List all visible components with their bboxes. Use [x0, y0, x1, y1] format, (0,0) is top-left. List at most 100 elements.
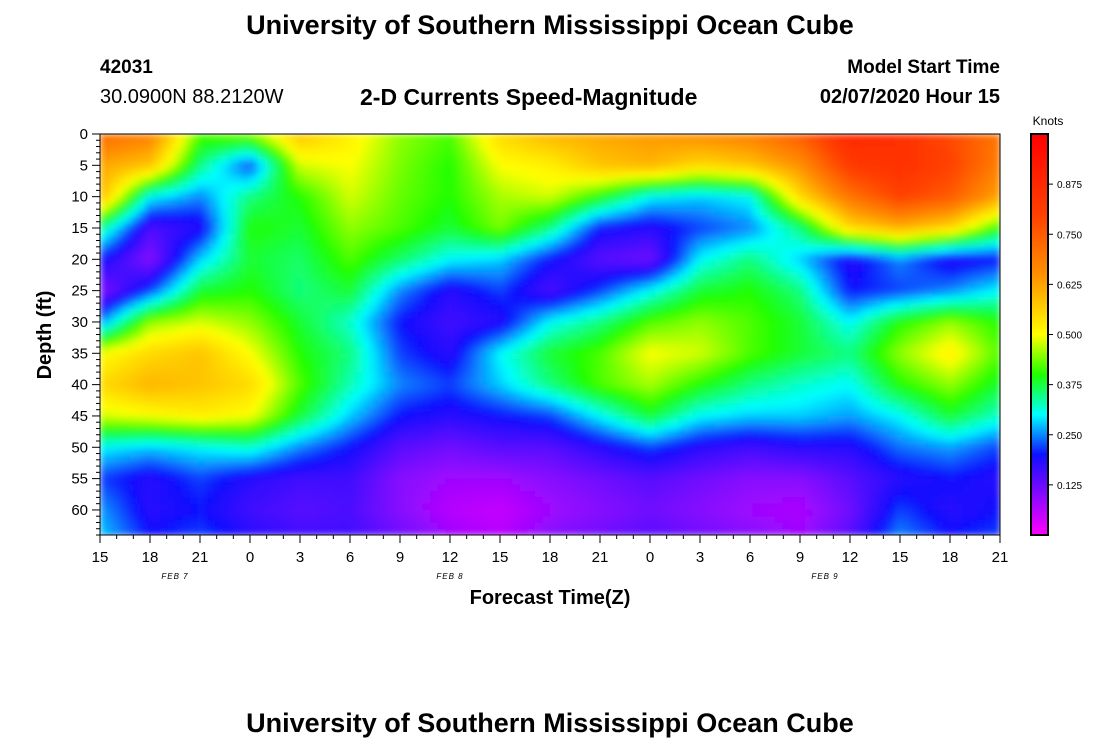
heatmap-cell: [610, 347, 619, 355]
heatmap-cell: [182, 159, 191, 167]
heatmap-cell: [467, 234, 476, 242]
heatmap-cell: [865, 372, 874, 380]
heatmap-cell: [212, 296, 221, 304]
heatmap-cell: [910, 152, 919, 160]
heatmap-cell: [115, 177, 124, 185]
heatmap-cell: [235, 227, 244, 236]
heatmap-cell: [662, 209, 671, 217]
heatmap-cell: [692, 290, 701, 298]
heatmap-cell: [467, 278, 476, 286]
heatmap-cell: [212, 284, 221, 292]
heatmap-cell: [842, 234, 851, 242]
heatmap-cell: [775, 265, 784, 273]
heatmap-cell: [842, 340, 851, 348]
heatmap-cell: [527, 284, 536, 292]
heatmap-cell: [662, 309, 671, 317]
heatmap-cell: [670, 259, 679, 267]
heatmap-cell: [872, 234, 881, 242]
heatmap-cell: [137, 140, 146, 148]
heatmap-cell: [190, 315, 199, 323]
heatmap-cell: [775, 134, 784, 142]
heatmap-cell: [985, 165, 994, 173]
heatmap-cell: [160, 171, 169, 179]
heatmap-cell: [835, 177, 844, 185]
heatmap-cell: [985, 365, 994, 373]
heatmap-cell: [932, 184, 941, 192]
heatmap-cell: [175, 227, 184, 236]
heatmap-cell: [812, 134, 821, 142]
heatmap-cell: [917, 140, 926, 148]
heatmap-cell: [557, 184, 566, 192]
heatmap-cell: [857, 152, 866, 160]
heatmap-cell: [677, 353, 686, 361]
heatmap-cell: [295, 152, 304, 160]
heatmap-cell: [137, 265, 146, 273]
heatmap-cell: [460, 140, 469, 148]
heatmap-cell: [910, 134, 919, 142]
heatmap-cell: [385, 271, 394, 279]
heatmap-cell: [490, 146, 499, 154]
heatmap-cell: [790, 171, 799, 179]
heatmap-cell: [955, 234, 964, 242]
heatmap-cell: [917, 227, 926, 236]
heatmap-cell: [557, 271, 566, 279]
heatmap-cell: [565, 165, 574, 173]
heatmap-cell: [115, 209, 124, 217]
heatmap-cell: [587, 190, 596, 198]
heatmap-cell: [415, 378, 424, 386]
heatmap-cell: [902, 315, 911, 323]
heatmap-cell: [332, 309, 341, 317]
heatmap-cell: [887, 134, 896, 142]
heatmap-cell: [722, 196, 731, 204]
heatmap-cell: [700, 321, 709, 330]
heatmap-cell: [677, 190, 686, 198]
heatmap-cell: [842, 378, 851, 386]
heatmap-cell: [737, 240, 746, 248]
heatmap-cell: [880, 284, 889, 292]
heatmap-cell: [460, 296, 469, 304]
heatmap-cell: [745, 347, 754, 355]
heatmap-cell: [842, 271, 851, 279]
heatmap-cell: [242, 390, 251, 398]
heatmap-cell: [445, 146, 454, 154]
heatmap-cell: [602, 159, 611, 167]
heatmap-cell: [505, 152, 514, 160]
heatmap-cell: [205, 209, 214, 217]
heatmap-cell: [377, 278, 386, 286]
heatmap-cell: [100, 246, 109, 254]
heatmap-cell: [775, 290, 784, 298]
heatmap-cell: [767, 347, 776, 355]
heatmap-cell: [332, 196, 341, 204]
heatmap-cell: [647, 146, 656, 154]
heatmap-cell: [662, 265, 671, 273]
heatmap-cell: [947, 234, 956, 242]
heatmap-cell: [445, 190, 454, 198]
heatmap-cell: [842, 171, 851, 179]
heatmap-cell: [820, 190, 829, 198]
heatmap-cell: [625, 134, 634, 142]
heatmap-cell: [377, 347, 386, 355]
heatmap-cell: [932, 365, 941, 373]
heatmap-cell: [430, 390, 439, 398]
heatmap-cell: [610, 215, 619, 223]
heatmap-cell: [850, 334, 859, 342]
heatmap-cell: [287, 190, 296, 198]
heatmap-cell: [107, 165, 116, 173]
heatmap-cell: [310, 221, 319, 229]
heatmap-cell: [205, 265, 214, 273]
heatmap-cell: [475, 284, 484, 292]
heatmap-cell: [730, 359, 739, 367]
heatmap-cell: [190, 140, 199, 148]
heatmap-cell: [377, 171, 386, 179]
heatmap-cell: [707, 177, 716, 185]
heatmap-cell: [130, 372, 139, 380]
heatmap-cell: [955, 303, 964, 311]
heatmap-cell: [220, 177, 229, 185]
heatmap-cell: [407, 353, 416, 361]
heatmap-cell: [100, 384, 109, 392]
heatmap-cell: [797, 196, 806, 204]
heatmap-cell: [745, 315, 754, 323]
heatmap-cell: [977, 340, 986, 348]
heatmap-cell: [220, 284, 229, 292]
heatmap-cell: [745, 246, 754, 254]
